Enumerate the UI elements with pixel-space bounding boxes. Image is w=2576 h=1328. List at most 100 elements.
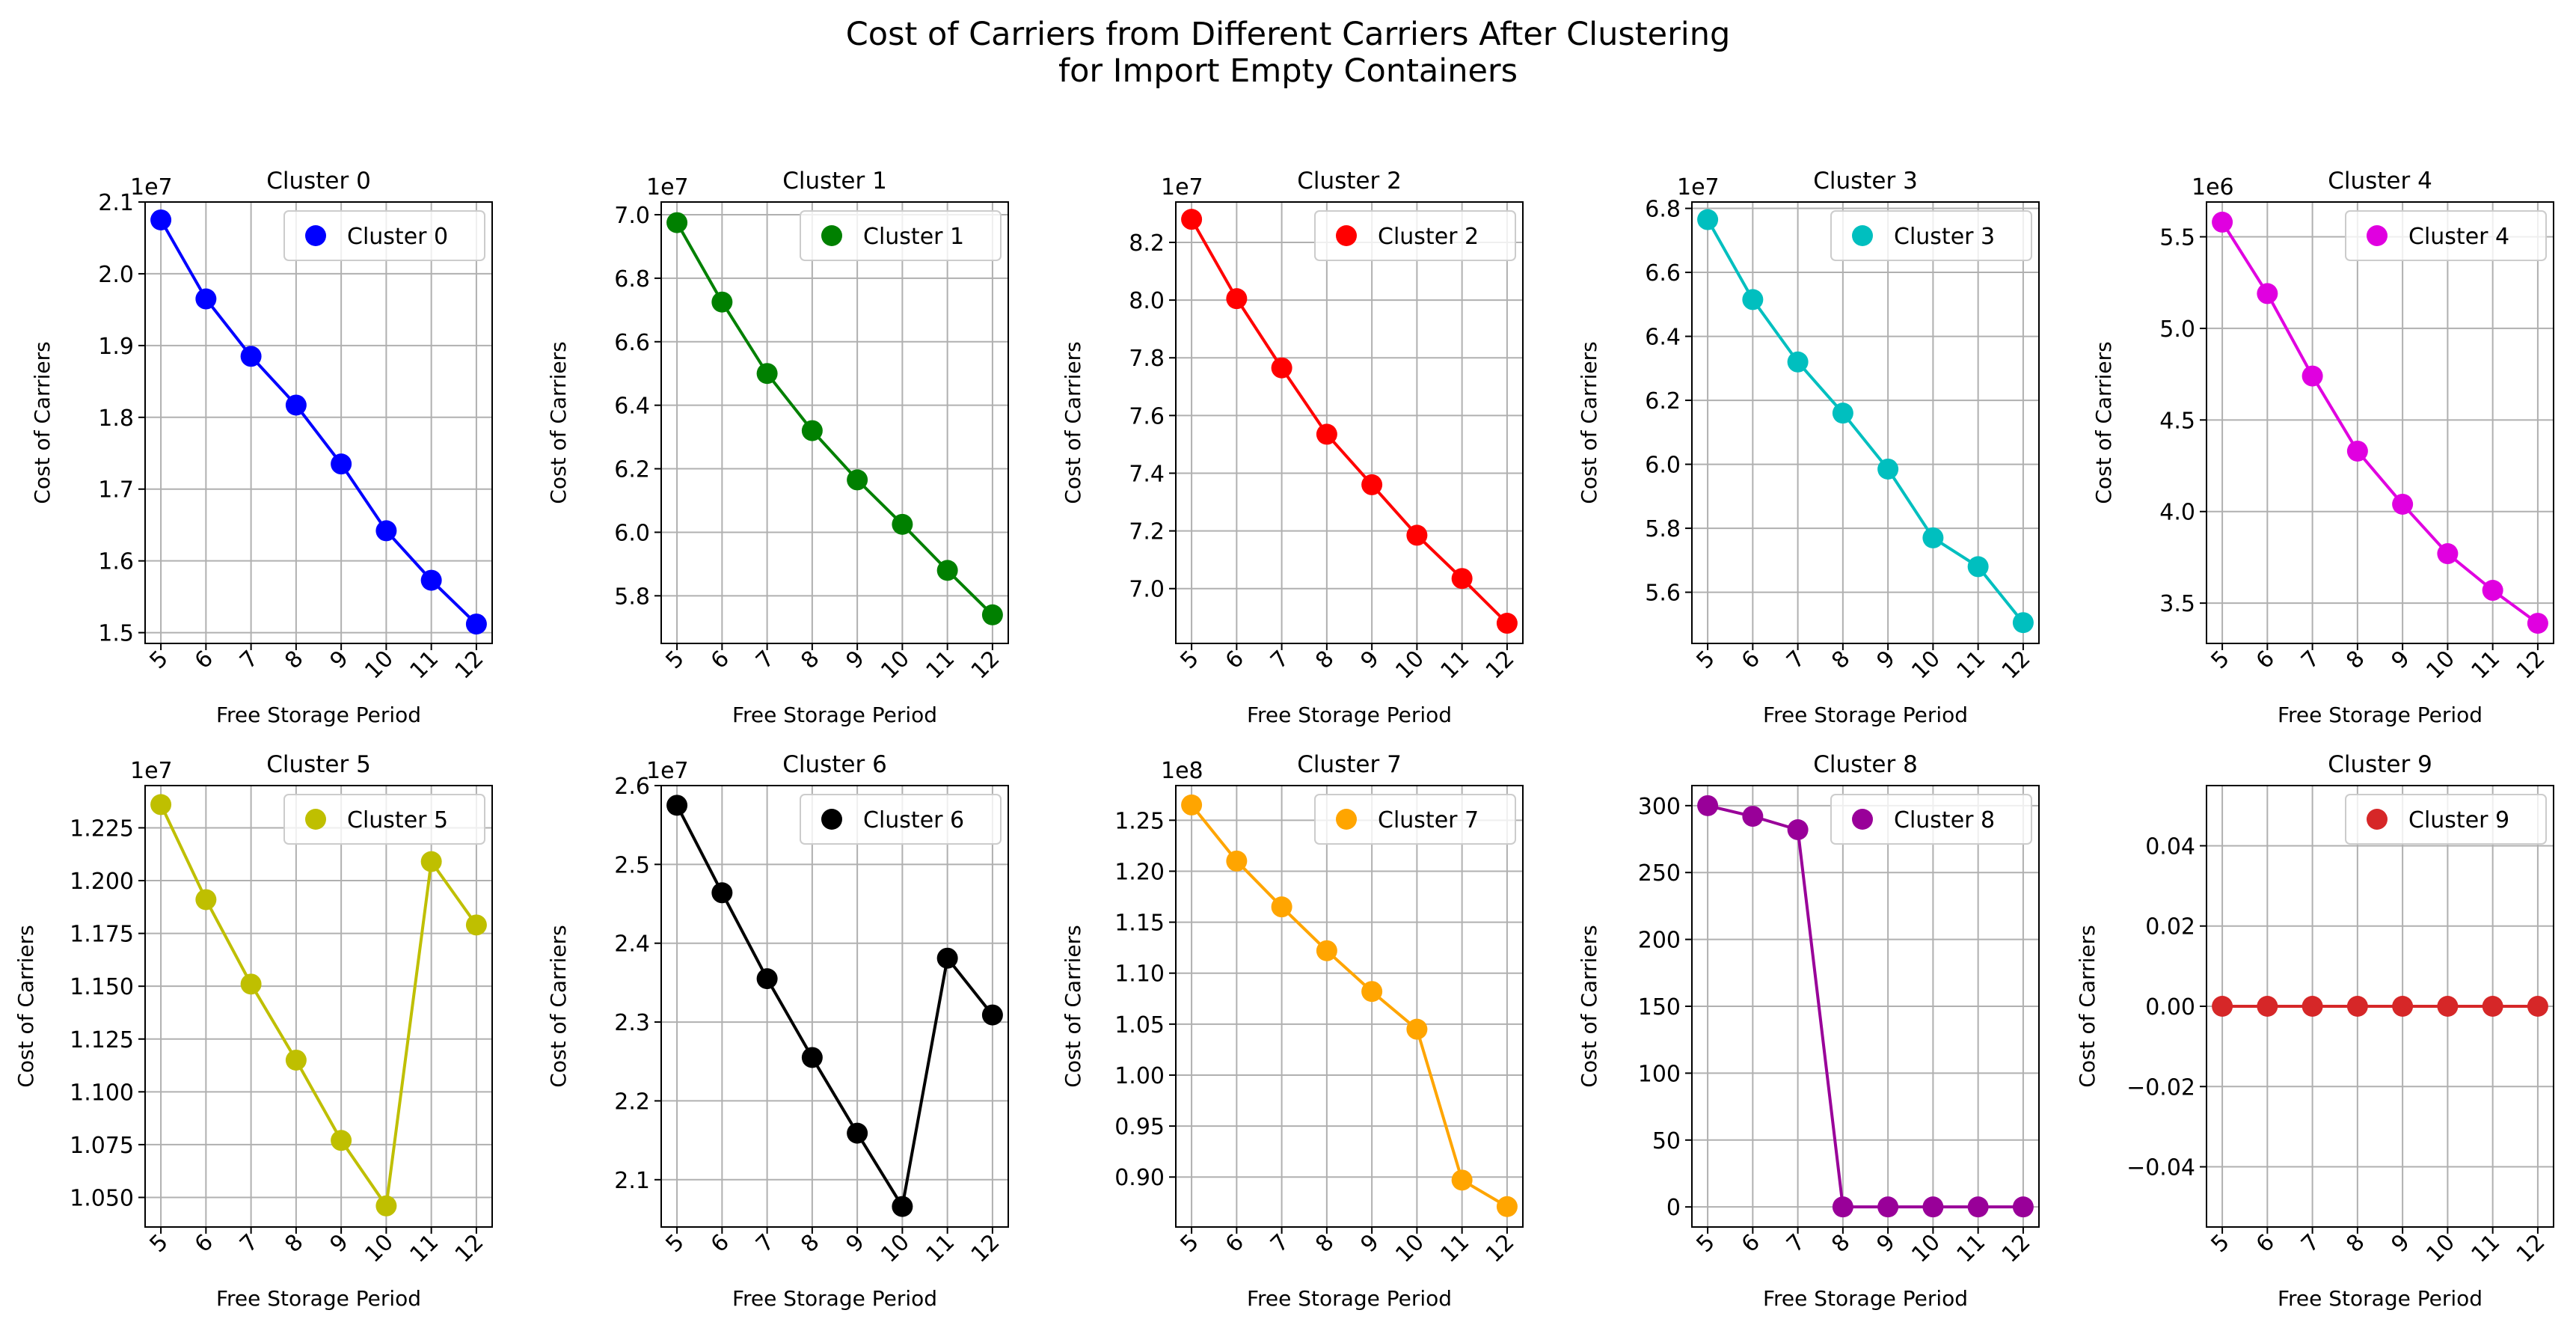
data-point: [1742, 806, 1764, 827]
y-tick-label: 150: [1638, 994, 1681, 1021]
data-point: [1361, 474, 1383, 495]
y-tick-label: 0.04: [2145, 833, 2195, 860]
x-axis-label: Free Storage Period: [732, 1286, 937, 1311]
x-tick-label: 12: [2512, 646, 2551, 685]
x-tick-label: 8: [280, 646, 308, 674]
y-axis-label: Cost of Carriers: [1577, 341, 1601, 504]
legend-box: [2345, 794, 2547, 845]
x-tick-label: 6: [2251, 646, 2280, 674]
y-tick-label: 6.8: [1645, 197, 1681, 223]
data-point: [375, 520, 397, 542]
x-axis-label: Free Storage Period: [216, 703, 421, 727]
y-offset-multiplier: 1e6: [2192, 174, 2234, 201]
x-tick-label: 11: [2467, 646, 2506, 685]
x-tick-label: 7: [2296, 1229, 2325, 1258]
y-axis-label: Cost of Carriers: [30, 341, 55, 504]
axes-frame: [1691, 201, 2040, 644]
y-tick-label: 0: [1666, 1195, 1681, 1221]
legend-label: Cluster 1: [863, 224, 964, 250]
subplot-title: Cluster 6: [782, 751, 887, 778]
legend: Cluster 0: [283, 210, 485, 261]
data-point: [285, 394, 307, 416]
y-tick-label: 1.00: [1114, 1063, 1165, 1089]
series-line: [2221, 221, 2539, 625]
y-tick-label: 1.9: [98, 334, 134, 360]
legend-marker: [1852, 225, 1873, 246]
y-tick-label: 5.8: [1645, 516, 1681, 542]
subplot-5: 5 6 7 8 9 10 11 12 1.050 1.075 1.100 1.125 1.150 1.17…: [13, 751, 493, 1311]
data-point: [2392, 493, 2414, 515]
y-tick-label: 2.3: [614, 1010, 650, 1036]
y-tick-label: 6.6: [614, 330, 650, 356]
x-tick-label: 6: [1737, 1229, 1765, 1258]
y-axis-label: Cost of Carriers: [546, 341, 571, 504]
x-tick-label: 9: [1356, 646, 1384, 674]
series-line: [1190, 804, 1508, 1208]
data-point: [150, 794, 172, 816]
data-point: [981, 604, 1003, 625]
data-point: [756, 363, 778, 385]
legend-box: [2345, 210, 2547, 261]
subplot-2: 5 6 7 8 9 10 11 12 7.0 7.2 7.4 7.6 7.8 8.0 8.2 1e7 Clust…: [1061, 168, 1524, 727]
y-tick-label: 1.10: [1114, 961, 1165, 988]
data-point: [1361, 981, 1383, 1003]
y-tick-label: 1.5: [98, 621, 134, 647]
legend-label: Cluster 5: [347, 807, 448, 833]
x-tick-label: 11: [1952, 646, 1991, 685]
data-point: [2346, 996, 2368, 1017]
legend-box: [1830, 210, 2032, 261]
data-point: [756, 968, 778, 990]
x-tick-label: 9: [841, 1229, 870, 1258]
data-point: [892, 1196, 913, 1217]
x-tick-label: 12: [450, 646, 489, 685]
legend-box: [1314, 210, 1516, 261]
y-tick-label: 6.8: [614, 266, 650, 293]
x-tick-label: 10: [360, 1229, 399, 1268]
axes-frame: [1175, 201, 1524, 644]
data-point: [2257, 283, 2278, 305]
x-tick-label: 6: [706, 1229, 735, 1258]
data-point: [375, 1195, 397, 1217]
y-tick-label: 2.0: [98, 262, 134, 288]
x-tick-label: 5: [1691, 1229, 1720, 1258]
data-point: [2482, 580, 2503, 602]
data-point: [1496, 613, 1518, 634]
subplot-7: 5 6 7 8 9 10 11 12 0.90 0.95 1.00 1.05 1.10 1.15 1.20 1…: [1061, 751, 1524, 1311]
x-tick-label: 7: [1782, 1229, 1810, 1258]
y-offset-multiplier: 1e7: [130, 758, 173, 784]
x-tick-label: 12: [1481, 646, 1520, 685]
data-point: [2527, 996, 2548, 1017]
legend: Cluster 9: [2345, 794, 2547, 845]
x-tick-label: 9: [1356, 1229, 1384, 1258]
y-tick-label: 2.6: [614, 774, 650, 800]
legend: Cluster 1: [800, 210, 1002, 261]
x-tick-label: 10: [1390, 1229, 1429, 1268]
y-tick-label: 2.4: [614, 931, 650, 958]
data-point: [1697, 209, 1719, 230]
data-point: [195, 288, 217, 310]
data-point: [1787, 819, 1809, 840]
x-tick-label: 5: [660, 646, 689, 674]
data-point: [331, 1130, 352, 1151]
data-point: [666, 212, 688, 233]
legend-box: [800, 210, 1002, 261]
data-point: [1877, 458, 1899, 480]
data-point: [2012, 612, 2034, 634]
subplot-title: Cluster 3: [1813, 168, 1918, 195]
legend-label: Cluster 0: [347, 224, 448, 250]
data-point: [1406, 1018, 1428, 1040]
data-point: [1181, 794, 1203, 816]
legend-marker: [305, 809, 326, 830]
data-point: [1226, 850, 1248, 872]
data-point: [1496, 1196, 1518, 1217]
y-tick-label: 100: [1638, 1061, 1681, 1087]
legend: Cluster 4: [2345, 210, 2547, 261]
subplot-title: Cluster 1: [782, 168, 887, 195]
x-tick-label: 5: [2206, 646, 2234, 674]
legend-marker: [2367, 225, 2388, 246]
y-tick-label: 1.050: [70, 1185, 134, 1211]
y-offset-multiplier: 1e7: [1161, 174, 1203, 201]
